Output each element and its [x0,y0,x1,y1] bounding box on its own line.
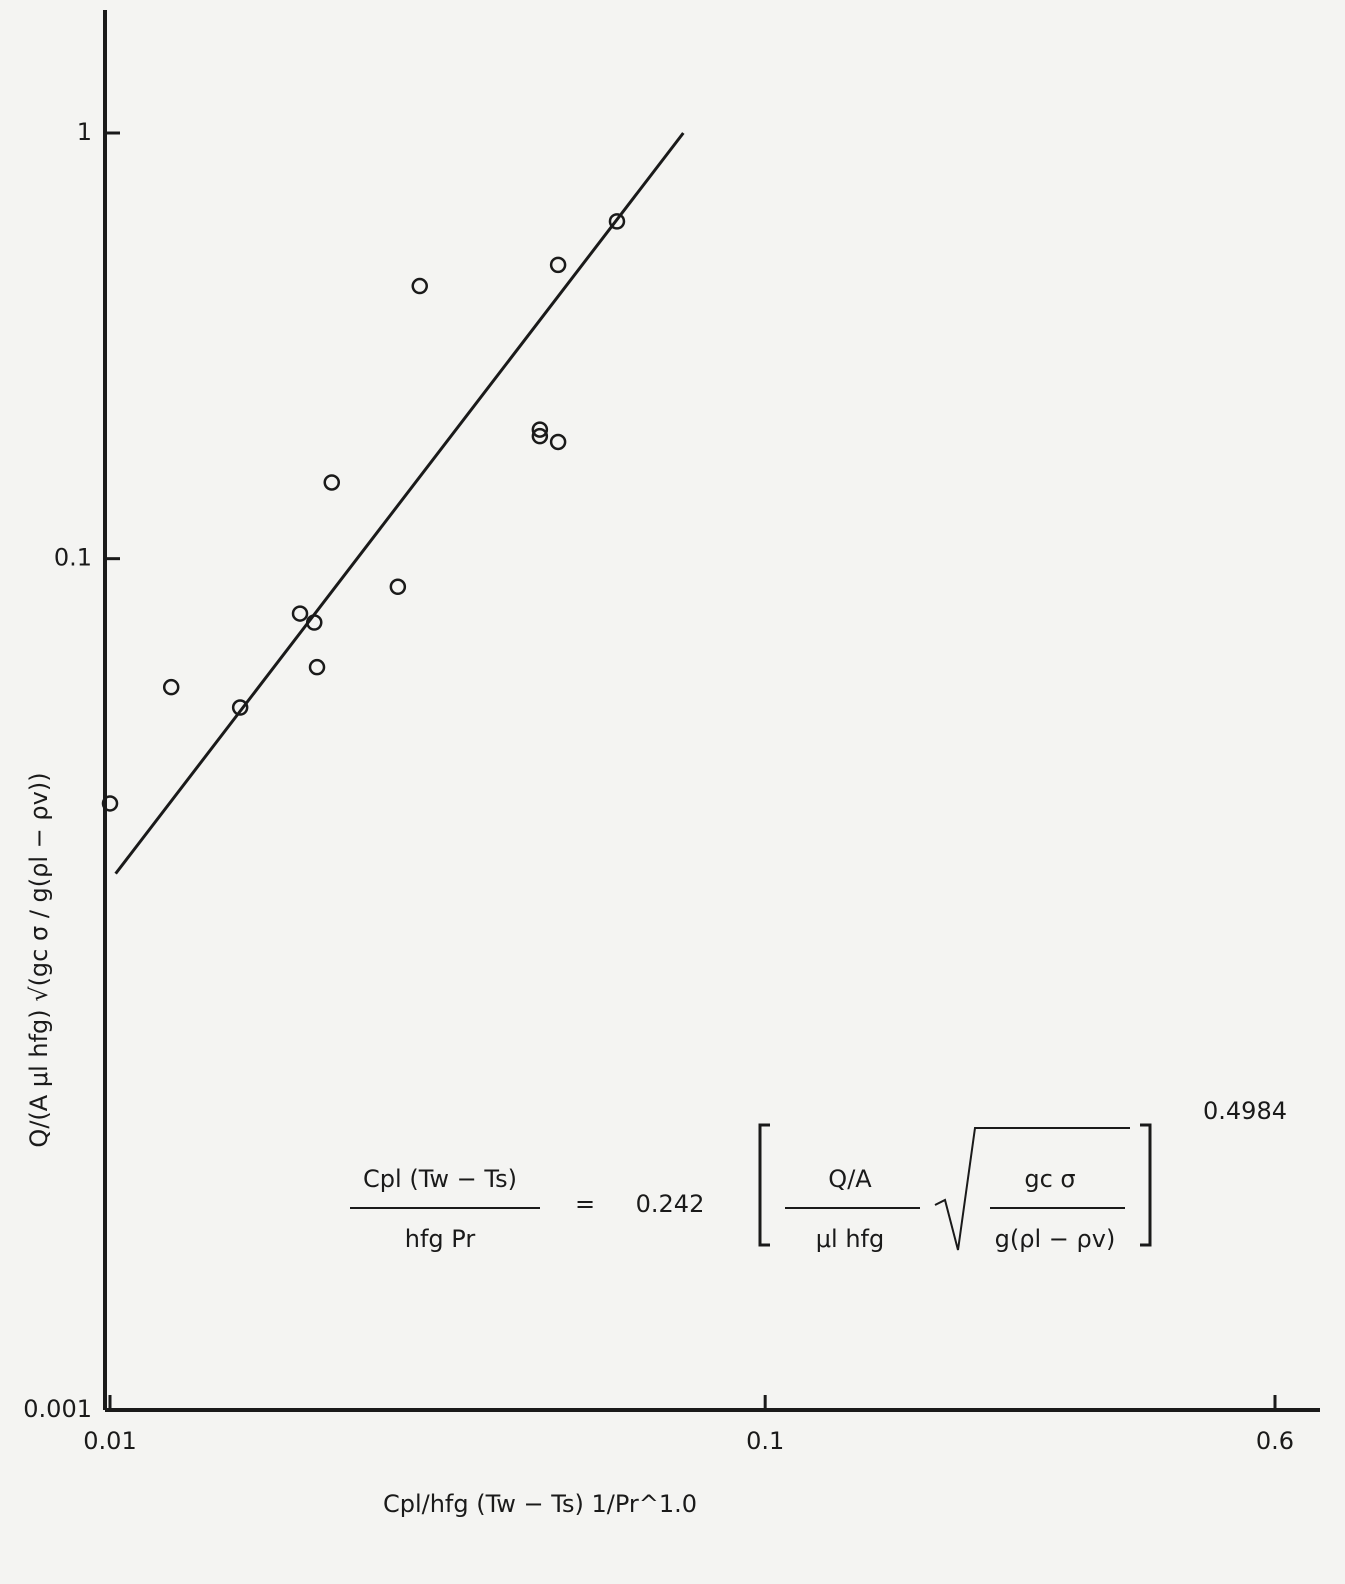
y-tick-label: 0.001 [23,1395,92,1423]
y-axis-label: Q/(A μl hfg) √(gc σ / g(ρl − ρv)) [25,772,53,1147]
x-axis-label: Cpl/hfg (Tw − Ts) 1/Pr^1.0 [383,1490,697,1518]
equation-coefficient: 0.242 [636,1190,705,1218]
equation-rhs-denominator: μl hfg [816,1225,884,1253]
page: Cpl/hfg (Tw − Ts) 1/Pr^1.0 Q/(A μl hfg) … [0,0,1345,1580]
x-tick-label: 0.6 [1256,1427,1294,1455]
data-point [391,580,405,594]
chart: Cpl/hfg (Tw − Ts) 1/Pr^1.0 Q/(A μl hfg) … [0,0,1345,1580]
data-point [164,680,178,694]
x-tick-label: 0.01 [83,1427,136,1455]
bracket [1140,1125,1150,1245]
equation-root-numerator: gc σ [1024,1165,1075,1193]
bracket [760,1125,770,1245]
equation-exponent: 0.4984 [1203,1097,1287,1125]
x-tick-label: 0.1 [746,1427,784,1455]
equation-lhs-numerator: Cpl (Tw − Ts) [363,1165,517,1193]
fit-line [116,133,684,874]
y-tick-label: 1 [77,118,92,146]
data-point [325,475,339,489]
equation-equals: = [575,1190,595,1218]
data-point [551,435,565,449]
y-tick-label: 0.1 [54,544,92,572]
equation-lhs-denominator: hfg Pr [405,1225,476,1253]
equation-rhs-numerator: Q/A [828,1165,872,1193]
data-point [413,279,427,293]
data-point [551,258,565,272]
data-point [293,607,307,621]
equation-root-denominator: g(ρl − ρv) [995,1225,1116,1253]
data-point [310,660,324,674]
